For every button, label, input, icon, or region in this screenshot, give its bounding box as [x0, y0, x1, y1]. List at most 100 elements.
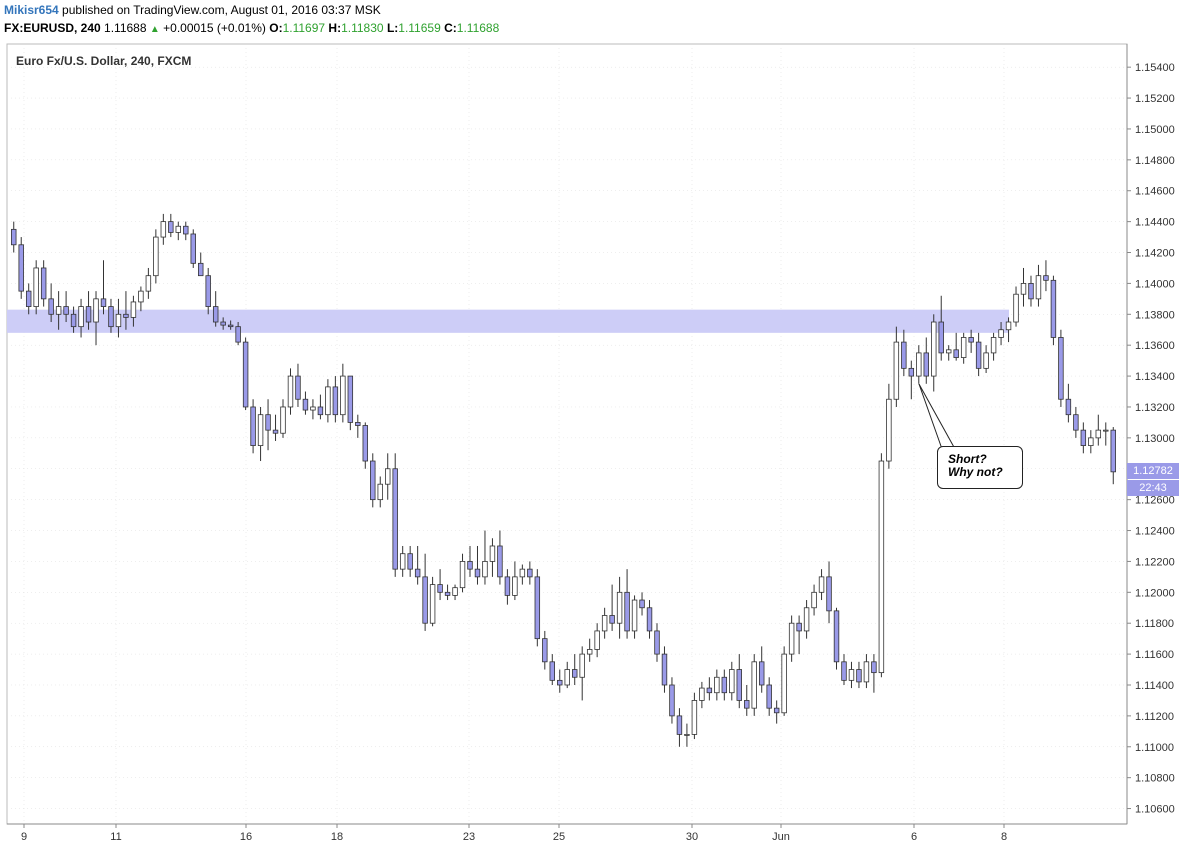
- candle-up[interactable]: [714, 676, 720, 694]
- candle-down[interactable]: [85, 306, 92, 323]
- candle-up[interactable]: [1095, 429, 1102, 439]
- candle-up[interactable]: [960, 337, 967, 358]
- candle-down[interactable]: [1065, 398, 1072, 416]
- candle-up[interactable]: [1035, 275, 1042, 300]
- candle-down[interactable]: [370, 460, 376, 501]
- candle-up[interactable]: [399, 553, 406, 570]
- candle-down[interactable]: [871, 661, 877, 674]
- candle-down[interactable]: [497, 545, 503, 578]
- candle-down[interactable]: [70, 313, 77, 328]
- candle-down[interactable]: [923, 352, 929, 377]
- candle-down[interactable]: [953, 349, 959, 358]
- candle-down[interactable]: [407, 553, 413, 570]
- candle-down[interactable]: [18, 244, 24, 292]
- candle-down[interactable]: [123, 313, 129, 318]
- candle-down[interactable]: [25, 290, 32, 307]
- candle-down[interactable]: [48, 298, 54, 315]
- candle-up[interactable]: [340, 375, 346, 416]
- candle-down[interactable]: [908, 367, 915, 377]
- candle-down[interactable]: [542, 638, 548, 663]
- candle-up[interactable]: [848, 669, 855, 681]
- candle-down[interactable]: [235, 326, 241, 343]
- candle-down[interactable]: [444, 591, 451, 596]
- candle-up[interactable]: [1005, 321, 1012, 331]
- candle-down[interactable]: [639, 599, 645, 609]
- candle-up[interactable]: [564, 669, 570, 686]
- candle-up[interactable]: [175, 225, 182, 233]
- candle-down[interactable]: [938, 321, 944, 354]
- candle-up[interactable]: [699, 687, 705, 701]
- candle-down[interactable]: [766, 684, 772, 709]
- candle-down[interactable]: [833, 610, 840, 663]
- candle-down[interactable]: [272, 429, 279, 434]
- candle-down[interactable]: [205, 275, 211, 307]
- candle-down[interactable]: [183, 225, 189, 235]
- candle-up[interactable]: [287, 375, 294, 408]
- candle-up[interactable]: [482, 561, 488, 578]
- candle-up[interactable]: [160, 221, 167, 238]
- candle-up[interactable]: [945, 349, 952, 354]
- candle-up[interactable]: [138, 290, 144, 303]
- candle-down[interactable]: [624, 591, 630, 632]
- candle-down[interactable]: [975, 341, 982, 369]
- candle-down[interactable]: [572, 669, 578, 678]
- candle-down[interactable]: [721, 676, 728, 694]
- candle-up[interactable]: [579, 653, 585, 678]
- candle-up[interactable]: [781, 653, 787, 714]
- candle-down[interactable]: [654, 630, 660, 655]
- candle-down[interactable]: [108, 306, 114, 328]
- candle-up[interactable]: [1088, 437, 1094, 446]
- candle-up[interactable]: [616, 591, 623, 624]
- candle-down[interactable]: [63, 306, 69, 315]
- candle-up[interactable]: [878, 460, 885, 674]
- candle-down[interactable]: [332, 386, 339, 416]
- candle-up[interactable]: [280, 406, 286, 434]
- callout-box[interactable]: Short? Why not?: [937, 446, 1023, 489]
- candle-down[interactable]: [198, 262, 204, 277]
- candle-up[interactable]: [1020, 283, 1027, 295]
- candle-up[interactable]: [631, 599, 638, 632]
- candle-down[interactable]: [422, 576, 428, 624]
- candle-down[interactable]: [1028, 283, 1034, 300]
- candle-up[interactable]: [684, 734, 690, 736]
- candle-down[interactable]: [265, 414, 271, 431]
- candle-down[interactable]: [527, 568, 533, 578]
- resistance-zone[interactable]: [7, 309, 1009, 333]
- candle-up[interactable]: [385, 468, 391, 485]
- candle-down[interactable]: [437, 584, 443, 593]
- candle-up[interactable]: [803, 607, 810, 632]
- candle-up[interactable]: [325, 386, 331, 416]
- time-axis[interactable]: 9 11 16 18 23 25 30 Jun 6 8: [7, 823, 1127, 843]
- author-link[interactable]: Mikisr654: [4, 3, 59, 17]
- candle-up[interactable]: [145, 275, 152, 292]
- candle-up[interactable]: [601, 615, 608, 632]
- candle-up[interactable]: [916, 352, 922, 377]
- candle-up[interactable]: [153, 236, 159, 277]
- candle-up[interactable]: [33, 267, 39, 307]
- candle-up[interactable]: [512, 576, 518, 596]
- candle-down[interactable]: [826, 576, 832, 612]
- candle-up[interactable]: [452, 587, 458, 596]
- candle-up[interactable]: [863, 661, 870, 683]
- candle-down[interactable]: [100, 298, 107, 307]
- candle-up[interactable]: [691, 700, 698, 735]
- candle-up[interactable]: [594, 630, 600, 650]
- candle-up[interactable]: [811, 591, 817, 609]
- candle-up[interactable]: [1013, 293, 1019, 323]
- candle-down[interactable]: [317, 406, 324, 416]
- candle-down[interactable]: [302, 398, 309, 411]
- candle-up[interactable]: [115, 313, 122, 328]
- candle-up[interactable]: [990, 337, 997, 354]
- candle-up[interactable]: [751, 661, 757, 709]
- candle-up[interactable]: [93, 298, 99, 323]
- candle-down[interactable]: [534, 576, 541, 640]
- candle-down[interactable]: [392, 468, 398, 570]
- candle-down[interactable]: [646, 607, 653, 632]
- candle-down[interactable]: [168, 221, 174, 233]
- candle-down[interactable]: [227, 324, 234, 328]
- candle-down[interactable]: [773, 707, 780, 714]
- price-axis[interactable]: 1.15400 1.15200 1.15000 1.14800 1.14600 1.144…: [1126, 44, 1175, 824]
- candle-down[interactable]: [549, 661, 555, 681]
- candle-down[interactable]: [856, 669, 862, 683]
- candle-down[interactable]: [841, 661, 847, 681]
